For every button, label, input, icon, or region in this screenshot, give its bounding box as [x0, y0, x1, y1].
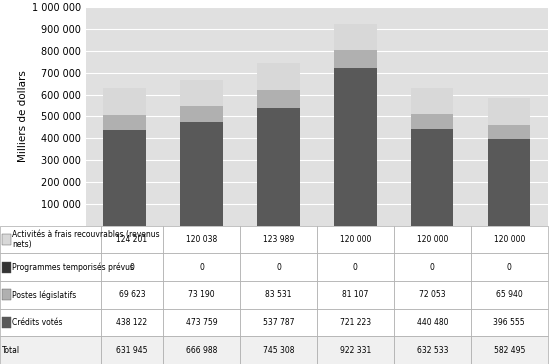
- Text: 582 495: 582 495: [494, 346, 525, 355]
- Text: 666 988: 666 988: [186, 346, 217, 355]
- Text: 0: 0: [276, 263, 281, 272]
- Text: Postes législatifs: Postes législatifs: [12, 290, 77, 300]
- Text: 0: 0: [353, 263, 358, 272]
- Text: 537 787: 537 787: [263, 318, 294, 327]
- Bar: [488, 139, 530, 226]
- Text: 745 308: 745 308: [263, 346, 294, 355]
- Text: 440 480: 440 480: [416, 318, 448, 327]
- Text: 120 000: 120 000: [494, 235, 525, 244]
- Text: 124 201: 124 201: [116, 235, 147, 244]
- Text: 120 000: 120 000: [340, 235, 371, 244]
- Text: Crédits votés: Crédits votés: [12, 318, 63, 327]
- Text: 72 053: 72 053: [419, 290, 445, 299]
- Text: Programmes temporisés prévus: Programmes temporisés prévus: [12, 262, 134, 272]
- Text: 632 533: 632 533: [416, 346, 448, 355]
- Bar: [103, 130, 146, 226]
- Text: 83 531: 83 531: [265, 290, 292, 299]
- Text: Activités à frais recouvrables (revenus
nets): Activités à frais recouvrables (revenus …: [12, 230, 160, 249]
- Bar: [488, 125, 530, 139]
- Bar: [411, 87, 454, 114]
- Text: 120 038: 120 038: [186, 235, 217, 244]
- Bar: [411, 114, 454, 130]
- Text: 73 190: 73 190: [188, 290, 215, 299]
- Text: 0: 0: [199, 263, 204, 272]
- Text: 396 555: 396 555: [493, 318, 525, 327]
- Text: 123 989: 123 989: [263, 235, 294, 244]
- Text: 65 940: 65 940: [496, 290, 523, 299]
- Text: 0: 0: [430, 263, 435, 272]
- Text: 0: 0: [130, 263, 135, 272]
- Bar: [488, 99, 530, 125]
- Text: 721 223: 721 223: [340, 318, 371, 327]
- Bar: [180, 80, 223, 106]
- Bar: [180, 122, 223, 226]
- Text: 120 000: 120 000: [416, 235, 448, 244]
- Text: 631 945: 631 945: [116, 346, 148, 355]
- Text: 922 331: 922 331: [340, 346, 371, 355]
- Bar: [103, 88, 146, 115]
- Bar: [180, 106, 223, 122]
- Bar: [334, 68, 376, 226]
- Text: 438 122: 438 122: [116, 318, 147, 327]
- Text: 0: 0: [507, 263, 512, 272]
- Bar: [103, 115, 146, 130]
- Bar: [257, 108, 300, 226]
- Bar: [257, 90, 300, 108]
- Bar: [334, 24, 376, 51]
- Text: 81 107: 81 107: [342, 290, 369, 299]
- Text: 473 759: 473 759: [186, 318, 217, 327]
- Bar: [411, 130, 454, 226]
- Y-axis label: Milliers de dollars: Milliers de dollars: [18, 71, 28, 162]
- Text: 69 623: 69 623: [118, 290, 145, 299]
- Bar: [257, 63, 300, 90]
- Bar: [334, 51, 376, 68]
- Text: Total: Total: [2, 346, 21, 355]
